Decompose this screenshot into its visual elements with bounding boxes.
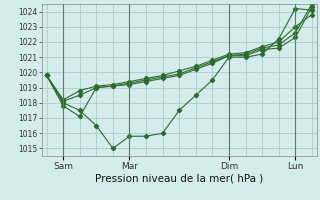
X-axis label: Pression niveau de la mer( hPa ): Pression niveau de la mer( hPa ) — [95, 173, 263, 183]
